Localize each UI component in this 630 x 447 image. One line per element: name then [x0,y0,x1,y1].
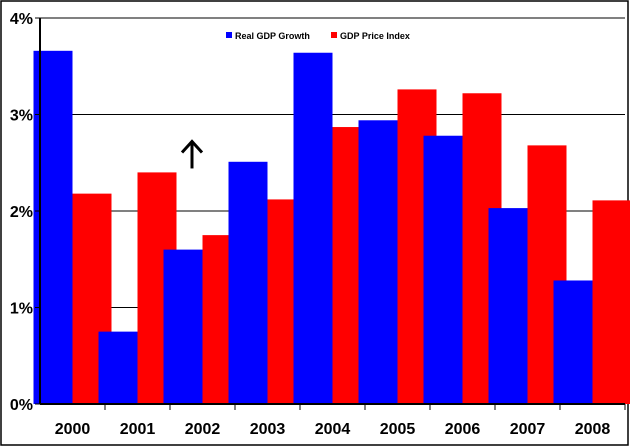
x-tick-label: 2005 [380,421,416,438]
legend-swatch-1 [331,32,337,38]
up-arrow-icon [180,139,204,169]
axes [35,17,626,410]
bar-real-gdp-growth-2001 [98,331,138,404]
y-tick-label: 0% [10,397,33,414]
legend-swatch-0 [226,32,232,38]
x-tick-label: 2006 [445,421,481,438]
bars [33,50,630,405]
legend: Real GDP Growth GDP Price Index [226,31,410,41]
bar-real-gdp-growth-2005 [358,120,398,404]
bar-real-gdp-growth-2007 [488,208,528,404]
legend-label: Real GDP Growth [235,31,310,41]
bar-gdp-price-index-2008 [592,200,630,404]
annotation [180,139,204,169]
y-tick-labels: 0% 1% 2% 3% 4% [10,11,33,414]
bar-real-gdp-growth-2004 [293,52,333,405]
y-tick-label: 1% [10,301,33,318]
x-tick-label: 2001 [120,421,156,438]
x-tick-label: 2007 [510,421,546,438]
bar-real-gdp-growth-2002 [163,249,203,404]
bar-real-gdp-growth-2006 [423,135,463,405]
x-tick-label: 2004 [315,421,351,438]
x-tick-labels: 2000 2001 2002 2003 2004 2005 2006 2007 2008 [55,421,611,438]
x-tick-label: 2008 [575,421,611,438]
up-arrow-head [180,139,204,154]
bar-real-gdp-growth-2003 [228,161,268,404]
legend-label: GDP Price Index [340,31,410,41]
x-tick-label: 2000 [55,421,91,438]
y-tick-label: 2% [10,204,33,221]
bar-real-gdp-growth-2008 [553,280,593,404]
y-tick-label: 4% [10,11,33,28]
y-tick-label: 3% [10,108,33,125]
x-tick-label: 2002 [185,421,221,438]
x-tick-label: 2003 [250,421,286,438]
